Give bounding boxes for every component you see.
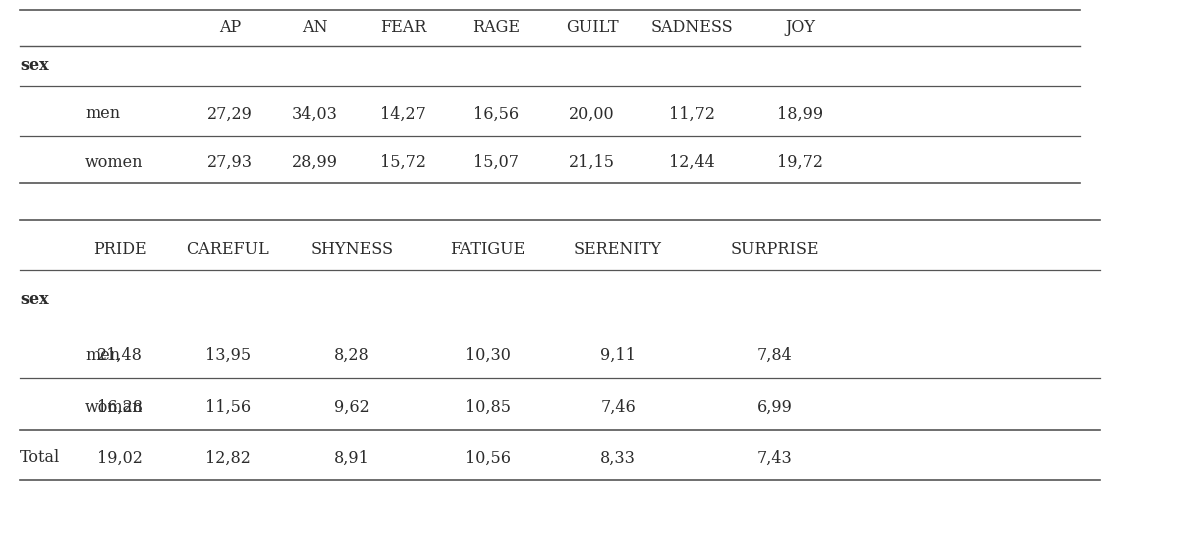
Text: 10,30: 10,30 [465,347,511,363]
Text: 9,11: 9,11 [600,347,636,363]
Text: 8,91: 8,91 [334,449,369,467]
Text: 8,28: 8,28 [334,347,369,363]
Text: SHYNESS: SHYNESS [310,241,393,258]
Text: sex: sex [20,57,49,73]
Text: PRIDE: PRIDE [93,241,147,258]
Text: CAREFUL: CAREFUL [187,241,270,258]
Text: 9,62: 9,62 [334,399,369,416]
Text: SADNESS: SADNESS [651,19,733,36]
Text: 14,27: 14,27 [380,105,426,123]
Text: FATIGUE: FATIGUE [450,241,525,258]
Text: 21,15: 21,15 [569,154,615,171]
Text: 16,28: 16,28 [97,399,143,416]
Text: 19,72: 19,72 [777,154,823,171]
Text: FEAR: FEAR [380,19,426,36]
Text: sex: sex [20,292,49,309]
Text: 19,02: 19,02 [97,449,143,467]
Text: women: women [86,154,144,171]
Text: 11,56: 11,56 [206,399,251,416]
Text: 6,99: 6,99 [757,399,792,416]
Text: JOY: JOY [785,19,815,36]
Text: 20,00: 20,00 [569,105,615,123]
Text: 12,44: 12,44 [669,154,715,171]
Text: SERENITY: SERENITY [574,241,662,258]
Text: AN: AN [302,19,328,36]
Text: 18,99: 18,99 [777,105,823,123]
Text: 16,56: 16,56 [473,105,519,123]
Text: GUILT: GUILT [565,19,618,36]
Text: men: men [86,105,120,123]
Text: 21,48: 21,48 [97,347,143,363]
Text: AP: AP [219,19,241,36]
Text: 15,72: 15,72 [380,154,426,171]
Text: 34,03: 34,03 [292,105,337,123]
Text: 27,93: 27,93 [207,154,253,171]
Text: woman: woman [86,399,144,416]
Text: 28,99: 28,99 [292,154,339,171]
Text: 10,56: 10,56 [465,449,511,467]
Text: 7,84: 7,84 [757,347,792,363]
Text: 7,46: 7,46 [600,399,636,416]
Text: 12,82: 12,82 [206,449,251,467]
Text: 15,07: 15,07 [473,154,519,171]
Text: 11,72: 11,72 [669,105,715,123]
Text: RAGE: RAGE [472,19,520,36]
Text: 8,33: 8,33 [600,449,636,467]
Text: SURPRISE: SURPRISE [731,241,820,258]
Text: 7,43: 7,43 [757,449,792,467]
Text: 13,95: 13,95 [206,347,251,363]
Text: men: men [86,347,120,363]
Text: Total: Total [20,449,61,467]
Text: 10,85: 10,85 [465,399,511,416]
Text: 27,29: 27,29 [207,105,253,123]
